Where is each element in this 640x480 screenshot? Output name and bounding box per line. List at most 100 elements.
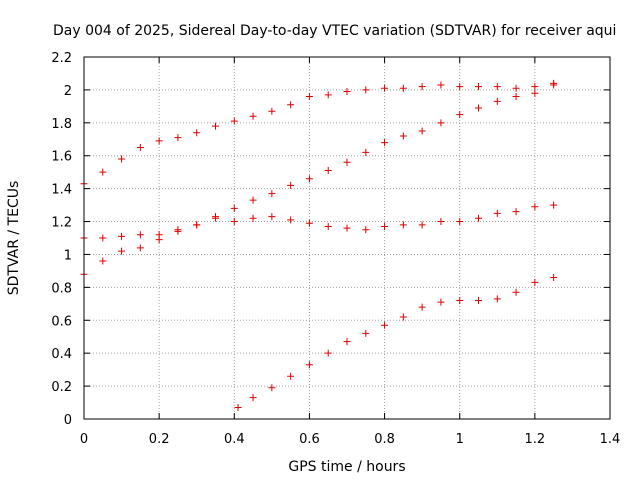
data-point [174,226,182,234]
data-point [493,209,501,217]
grid-layer [84,57,610,419]
series-1 [80,79,558,188]
data-point [136,244,144,252]
data-point [456,83,464,91]
data-point [512,92,520,100]
data-point [437,298,445,306]
data-point [118,155,126,163]
data-point [456,297,464,305]
data-point [475,214,482,222]
x-axis-label: GPS time / hours [288,459,405,475]
data-point [531,89,539,97]
data-point [230,218,238,226]
data-point [287,101,295,109]
series-3 [80,201,558,242]
data-point [531,203,539,211]
data-point [268,190,276,198]
data-point [324,349,332,357]
series-4 [234,273,558,411]
data-point [343,224,351,232]
data-point [512,84,520,92]
y-tick-label: 2 [64,84,72,99]
y-tick-label: 0.6 [51,314,72,329]
y-tick-label: 1.2 [51,216,72,231]
data-point [230,117,238,125]
y-tick-label: 1 [64,248,72,263]
data-point [531,278,539,286]
data-point [234,403,242,411]
data-point [305,219,313,227]
data-point [418,83,426,91]
data-point [399,221,407,229]
x-tick-label: 1.2 [525,432,546,447]
data-point [418,303,426,311]
data-point [268,107,276,115]
data-point [324,91,332,99]
data-point [136,144,144,151]
data-point [456,218,464,226]
data-point [381,84,389,92]
y-axis-label: SDTVAR / TECUs [6,181,22,296]
data-point [287,181,295,189]
data-point [155,137,163,145]
data-point [381,222,389,230]
data-point [437,81,445,89]
x-tick-label: 0.2 [149,432,170,447]
data-point [324,167,332,175]
data-point [437,218,445,226]
data-point [418,221,426,229]
data-point [512,208,520,216]
data-point [362,329,370,337]
data-point [287,216,295,224]
y-tick-label: 2.2 [51,51,72,66]
data-point [475,83,482,91]
data-point [493,83,501,91]
data-point [343,88,351,96]
data-point [550,81,558,89]
data-point [249,214,257,222]
data-point [362,148,370,156]
data-point [418,127,426,135]
y-tick-label: 0.8 [51,281,72,296]
plot-frame [83,56,611,420]
data-point [305,361,313,369]
data-point [493,295,501,303]
x-tick-label: 0.4 [224,432,245,447]
data-point [381,321,389,329]
data-point [99,234,107,242]
data-point [362,226,370,234]
y-tick-label: 0.4 [51,347,72,362]
chart-title: Day 004 of 2025, Sidereal Day-to-day VTE… [53,23,616,39]
data-point [343,158,351,166]
x-tick-label: 0 [80,432,88,447]
data-point [343,338,351,346]
data-point [362,86,370,94]
data-point [399,313,407,321]
data-point [249,112,257,120]
data-point [118,232,126,240]
data-point [268,384,276,392]
data-point [193,129,201,137]
data-point [550,273,558,281]
y-tick-label: 1.8 [51,117,72,132]
ticks-layer: 0 0.2 0.4 0.6 0.8 1 1.2 1.4 0 0.2 0.4 0.6 0.8 1 1.2 1.4… [51,51,620,447]
data-point [305,92,313,100]
data-point [305,175,313,183]
data-point [512,288,520,296]
data-point [193,221,201,229]
data-point [212,213,219,221]
series-2 [80,81,558,278]
data-point [399,132,407,140]
data-point [118,247,126,255]
data-point [249,394,257,402]
data-point [493,97,501,105]
data-point [268,213,276,221]
data-point [230,204,238,212]
data-point [99,168,107,176]
data-point [287,372,295,380]
data-point [475,104,482,112]
data-point [475,297,482,305]
y-tick-label: 1.4 [51,183,72,198]
marks-layer [80,79,558,411]
